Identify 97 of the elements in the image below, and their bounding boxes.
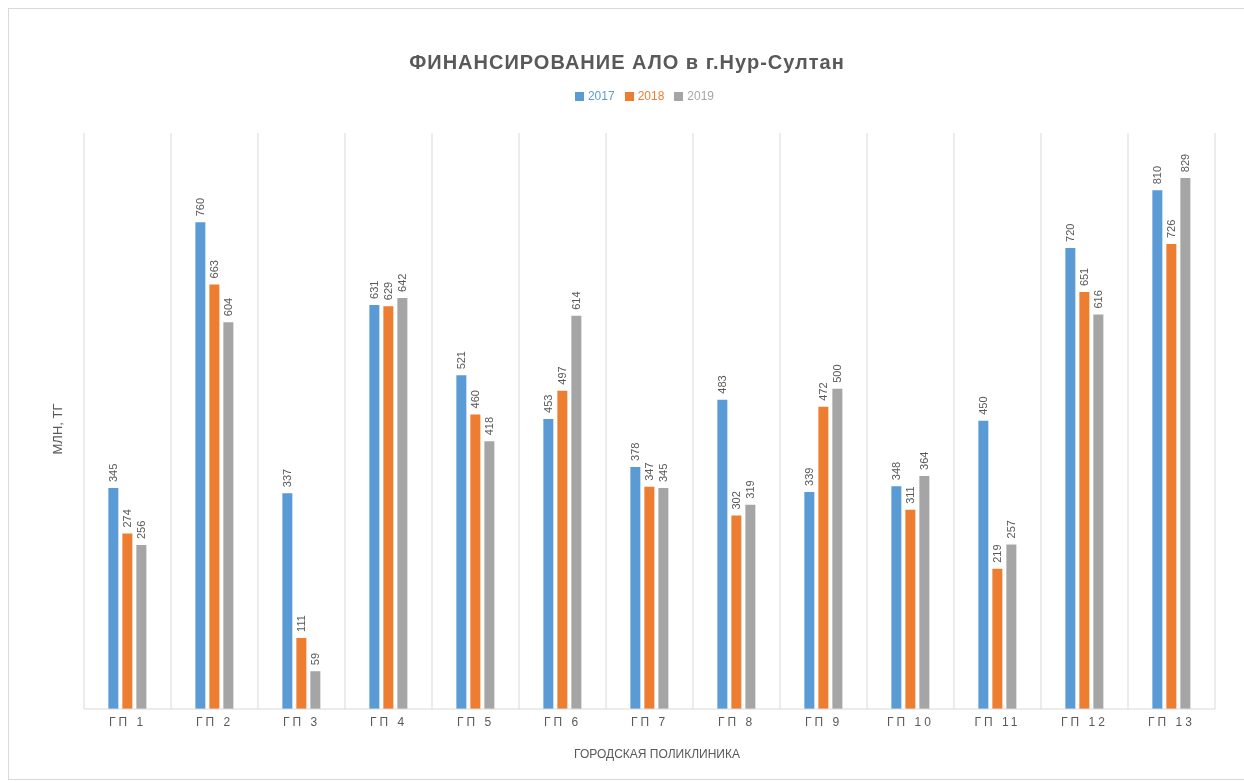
data-label: 631 [368, 280, 381, 299]
x-tick-label: ГП 11 [974, 714, 1021, 729]
bar [136, 545, 147, 709]
data-label: 651 [1078, 267, 1091, 287]
x-tick-label: ГП 9 [804, 714, 843, 729]
data-label: 274 [121, 509, 134, 528]
bar [832, 388, 843, 709]
data-label: 450 [977, 396, 990, 415]
data-label: 111 [295, 615, 308, 632]
data-label: 219 [991, 544, 1004, 563]
bar [1093, 314, 1104, 709]
data-label: 418 [483, 416, 496, 436]
bar [992, 568, 1003, 709]
data-label: 629 [382, 281, 395, 301]
bar [484, 441, 495, 709]
data-label: 364 [918, 451, 931, 470]
data-label: 59 [309, 652, 322, 666]
bar [804, 491, 815, 709]
data-label: 460 [469, 390, 482, 409]
bar [1152, 190, 1163, 709]
bar [571, 315, 582, 709]
bar [209, 284, 220, 709]
bar [310, 671, 321, 709]
data-label: 348 [890, 461, 903, 481]
data-label: 616 [1092, 290, 1105, 309]
bar [397, 297, 408, 709]
data-label: 604 [222, 297, 235, 317]
bar [717, 399, 728, 709]
data-label: 521 [455, 351, 468, 370]
x-tick-label: ГП 4 [369, 714, 408, 729]
data-label: 500 [831, 364, 844, 383]
x-tick-label: ГП 12 [1061, 714, 1108, 729]
x-tick-label: ГП 5 [456, 714, 495, 729]
x-tick-label: ГП 3 [282, 714, 321, 729]
data-label: 319 [744, 480, 757, 499]
data-label: 614 [570, 291, 583, 310]
data-label: 472 [817, 382, 830, 401]
bar [818, 406, 829, 709]
data-label: 497 [556, 366, 569, 385]
bar [1166, 244, 1177, 709]
data-label: 720 [1064, 223, 1077, 242]
x-tick-label: ГП 7 [630, 714, 669, 729]
data-label: 345 [107, 463, 120, 483]
data-label: 378 [629, 442, 642, 461]
x-tick-label: ГП 13 [1148, 714, 1195, 729]
data-label: 302 [730, 491, 743, 510]
bar [296, 637, 307, 709]
legend-label: 2018 [637, 89, 665, 103]
bar [1180, 178, 1191, 709]
bar [195, 222, 206, 709]
data-label: 337 [281, 468, 294, 488]
bar [108, 488, 119, 709]
y-axis-title: МЛН, ТГ [49, 403, 65, 455]
data-label: 311 [904, 486, 917, 504]
data-label: 663 [208, 260, 221, 279]
data-label: 453 [542, 394, 555, 413]
bar [658, 488, 669, 709]
data-label: 760 [194, 197, 207, 217]
bar [644, 486, 655, 709]
bar [383, 306, 394, 709]
x-tick-label: ГП 8 [717, 714, 756, 729]
data-label: 642 [396, 273, 409, 292]
bar [1079, 292, 1090, 709]
bar [456, 375, 467, 709]
bar [1065, 247, 1076, 709]
bar [369, 304, 380, 709]
x-axis-title: ГОРОДСКАЯ ПОЛИКЛИНИКА [573, 747, 741, 761]
chart-title: ФИНАНСИРОВАНИЕ АЛО в г.Нур-Султан [408, 51, 846, 74]
data-label: 726 [1165, 219, 1178, 239]
data-label: 483 [716, 375, 729, 394]
data-label: 257 [1005, 520, 1018, 539]
bar [731, 515, 742, 709]
bar [745, 504, 756, 709]
legend-label: 2017 [587, 89, 615, 103]
bar [1006, 544, 1017, 709]
x-tick-label: ГП 10 [887, 714, 934, 729]
bar [630, 466, 641, 709]
data-label: 345 [657, 463, 670, 483]
data-label: 829 [1179, 153, 1192, 173]
data-label: 256 [135, 520, 148, 540]
bar [891, 486, 902, 709]
bar [543, 418, 554, 709]
bar [122, 533, 133, 709]
bar [905, 509, 916, 709]
legend-label: 2019 [687, 89, 715, 103]
bar [282, 493, 293, 709]
data-label: 810 [1151, 165, 1164, 185]
x-tick-label: ГП 6 [543, 714, 582, 729]
x-tick-label: ГП 2 [195, 714, 234, 729]
bar [223, 322, 234, 709]
bar [557, 390, 568, 709]
bar [919, 475, 930, 709]
data-label: 339 [803, 467, 816, 486]
bar [978, 420, 989, 709]
x-tick-label: ГП 1 [108, 714, 147, 729]
bar [470, 414, 481, 709]
data-label: 347 [643, 462, 656, 481]
